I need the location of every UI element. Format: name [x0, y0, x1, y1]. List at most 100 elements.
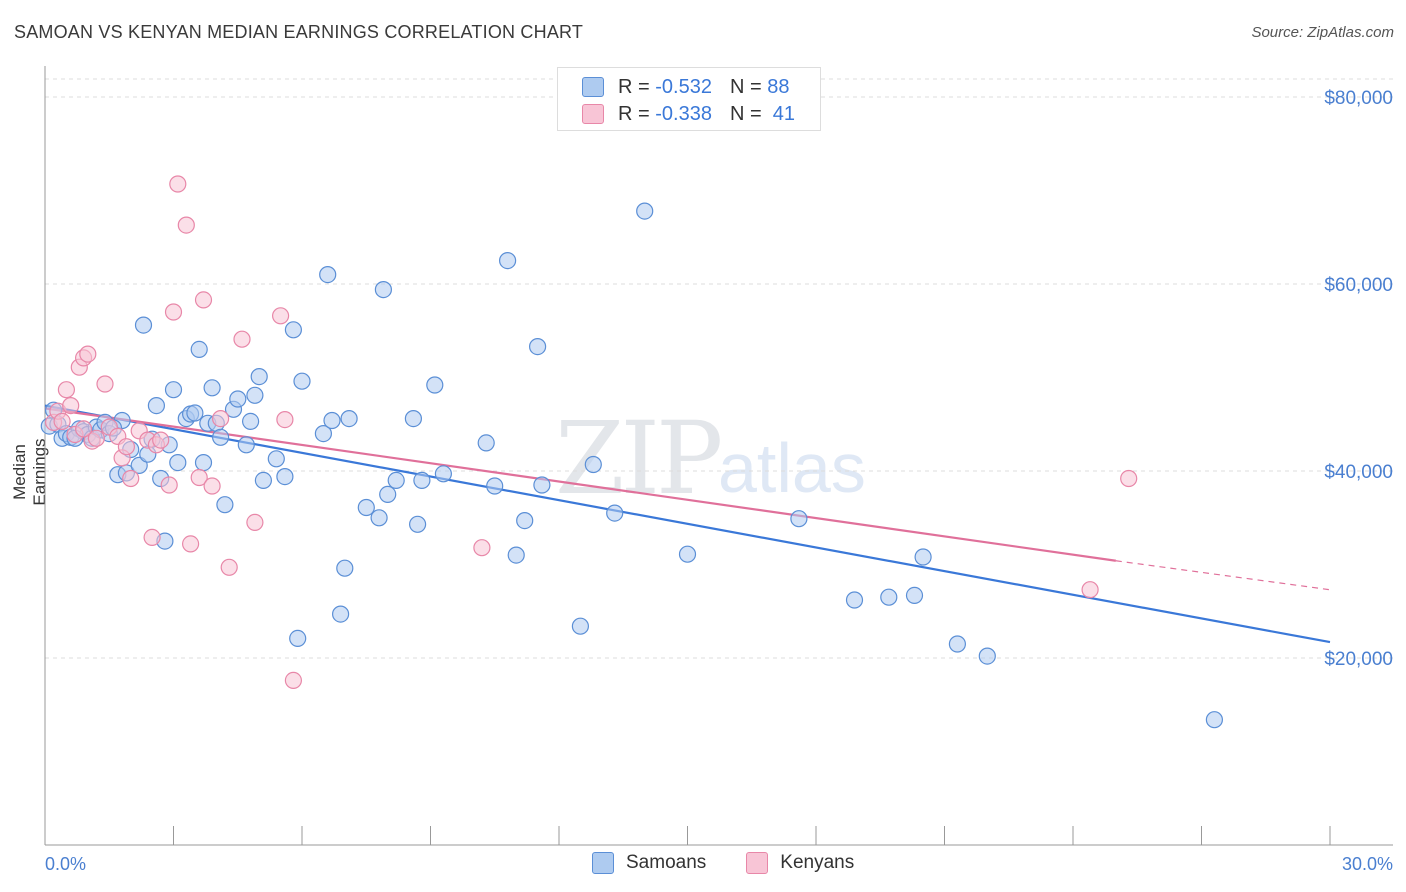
samoans-point-52 [323, 411, 341, 430]
y-tick-label-0: $20,000 [1324, 649, 1393, 670]
samoans-point-53 [332, 605, 350, 623]
kenyans-point-11 [96, 375, 114, 393]
samoans-point-41 [242, 412, 260, 430]
kenyans-point-28 [194, 291, 213, 309]
samoans-point-73 [571, 617, 590, 635]
samoans-point-81 [905, 586, 924, 605]
samoans-swatch [582, 77, 604, 97]
kenyans-point-38 [1081, 581, 1099, 599]
source-credit: Source: ZipAtlas.com [1251, 24, 1394, 41]
samoans-point-19 [134, 316, 153, 334]
series-legend: Samoans Kenyans [592, 852, 894, 874]
samoans-point-66 [477, 434, 495, 452]
samoans-point-49 [293, 372, 311, 390]
kenyans-point-23 [164, 303, 183, 321]
watermark-atlas: atlas [718, 429, 866, 507]
x-tick-label-max: 30.0% [1342, 854, 1393, 874]
samoans-point-43 [250, 368, 268, 386]
samoans-point-27 [169, 454, 187, 472]
samoans-point-39 [229, 390, 247, 408]
samoans-point-63 [413, 471, 431, 489]
samoans-point-78 [790, 510, 808, 528]
y-tick-label-2: $60,000 [1324, 275, 1393, 296]
trend-lines [44, 404, 1331, 644]
kenyans-r-value: -0.338 [655, 102, 712, 125]
samoans-r-label: R = [618, 75, 650, 98]
samoans-point-80 [880, 588, 898, 606]
samoans-point-64 [426, 376, 444, 394]
samoans-point-48 [289, 629, 307, 648]
kenyans-point-22 [160, 476, 178, 494]
kenyans-point-30 [212, 410, 230, 428]
samoans-point-84 [978, 647, 996, 665]
samoans-point-34 [203, 379, 221, 397]
samoans-point-68 [499, 252, 517, 270]
kenyans-n-value: 41 [772, 102, 796, 125]
samoans-n-value: 88 [767, 75, 790, 98]
kenyans-point-34 [272, 307, 290, 325]
kenyans-point-31 [220, 558, 238, 576]
samoans-point-44 [254, 471, 272, 489]
samoans-point-40 [237, 436, 255, 454]
samoans-point-61 [404, 410, 422, 428]
kenyans-point-32 [233, 330, 251, 348]
y-tick-label-3: $80,000 [1324, 88, 1393, 109]
samoans-r-value: -0.532 [655, 75, 712, 98]
kenyans-point-29 [203, 477, 221, 495]
samoans-point-67 [486, 477, 504, 495]
kenyans-point-27 [190, 468, 208, 487]
kenyans-point-35 [276, 411, 294, 429]
kenyans-point-40 [74, 420, 93, 438]
legend-item-samoans[interactable]: Samoans [592, 852, 706, 874]
kenyans-point-16 [122, 469, 140, 488]
samoans-point-55 [340, 410, 358, 428]
samoans-point-47 [284, 321, 302, 339]
gridlines [45, 78, 1393, 659]
kenyans-point-21 [152, 431, 170, 449]
kenyans-trend-extension [1115, 560, 1331, 591]
kenyans-point-25 [177, 216, 195, 234]
samoans-legend-swatch [592, 852, 614, 874]
kenyans-point-37 [473, 539, 491, 557]
samoans-point-31 [190, 340, 208, 358]
samoans-point-72 [533, 476, 551, 494]
samoans-point-85 [1205, 711, 1224, 729]
samoans-point-69 [507, 546, 525, 564]
samoans-point-50 [314, 425, 332, 443]
samoans-point-57 [370, 509, 388, 527]
samoans-point-74 [584, 455, 602, 474]
kenyans-point-10 [87, 429, 106, 447]
chart-title: SAMOAN VS KENYAN MEDIAN EARNINGS CORRELA… [14, 22, 584, 42]
samoans-point-65 [434, 465, 452, 483]
samoans-trend-line [44, 404, 1331, 644]
samoans-point-76 [636, 202, 654, 220]
samoans-point-79 [845, 591, 864, 609]
y-tick-label-1: $40,000 [1324, 462, 1393, 483]
kenyans-point-15 [117, 438, 136, 456]
kenyans-point-4 [62, 397, 80, 415]
samoans-point-54 [336, 559, 354, 577]
kenyans-point-19 [143, 528, 161, 547]
samoans-point-71 [528, 338, 547, 356]
samoans-point-58 [374, 281, 392, 299]
kenyans-point-24 [169, 175, 187, 193]
samoans-point-22 [147, 397, 165, 415]
legend-item-kenyans[interactable]: Kenyans [746, 852, 854, 874]
correlation-legend: R = -0.532 N = 88 R = -0.338 N = 41 [557, 67, 821, 131]
samoans-n-label: N = [729, 75, 762, 98]
kenyans-legend-label: Kenyans [780, 852, 855, 873]
samoans-point-75 [606, 504, 624, 522]
samoans-point-37 [216, 496, 234, 514]
axes [44, 66, 1393, 846]
samoans-point-42 [246, 386, 264, 404]
kenyans-point-2 [53, 412, 71, 430]
samoans-point-59 [379, 485, 397, 503]
samoans-point-60 [387, 471, 405, 489]
samoans-point-51 [319, 266, 337, 284]
legend-row-kenyans: R = -0.338 N = 41 [582, 102, 795, 126]
kenyans-point-8 [79, 345, 97, 363]
kenyans-n-label: N = [729, 102, 762, 125]
samoans-point-32 [194, 454, 213, 472]
samoans-point-26 [164, 381, 183, 399]
